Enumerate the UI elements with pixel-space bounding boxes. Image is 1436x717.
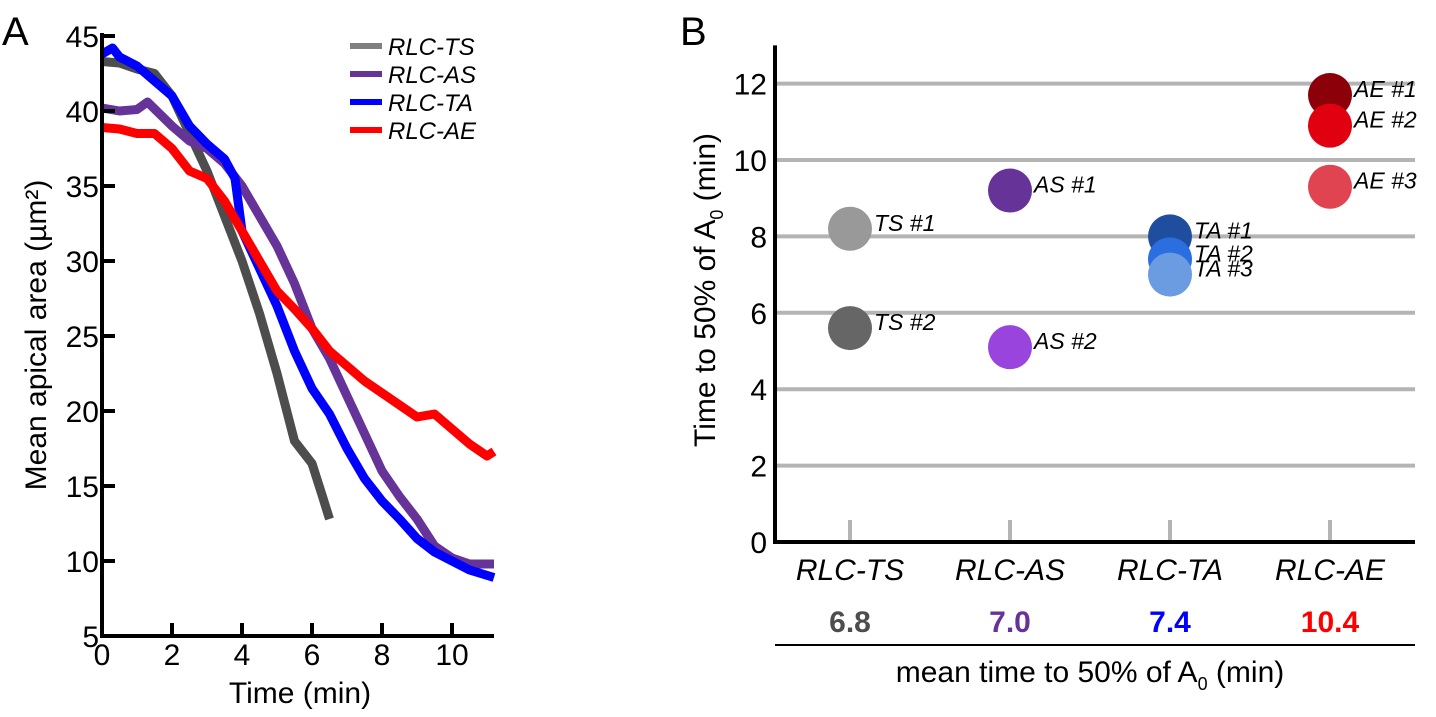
x-tick-label: 10 — [435, 639, 468, 672]
panel-a-axes: 5 10 15 20 25 30 35 40 45 0 2 4 6 8 10 — [66, 21, 494, 672]
y-tick-label: 25 — [66, 321, 99, 354]
data-point — [1308, 164, 1352, 209]
panel-letter-b: B — [680, 10, 707, 54]
panel-b-points: TS #1 TS #2 AS #1 AS #2 TA #1TA #2TA #3 AE #1… — [828, 73, 1417, 370]
series-line-rlc-ta — [99, 43, 496, 582]
panel-a-y-axis-title: Mean apical area (µm²) — [20, 180, 53, 491]
legend-label: RLC-AS — [388, 62, 476, 89]
data-point-label: AS #2 — [1032, 328, 1097, 354]
legend-label: RLC-AE — [388, 118, 477, 145]
legend-label: RLC-TA — [388, 90, 473, 117]
y-tick-label: 4 — [750, 374, 767, 407]
data-point — [1148, 252, 1192, 297]
data-point-label: AS #1 — [1032, 172, 1097, 198]
data-point — [1308, 73, 1352, 118]
y-tick-label: 15 — [66, 471, 99, 504]
data-point-label: TA #1 — [1194, 217, 1253, 243]
data-point — [988, 325, 1032, 370]
y-tick-label: 10 — [66, 546, 99, 579]
y-tick-label: 5 — [82, 621, 99, 654]
panel-b-gridlines — [775, 81, 1415, 542]
y-tick-label: 35 — [66, 171, 99, 204]
data-point-label: AE #3 — [1352, 168, 1417, 194]
data-point-label: AE #1 — [1352, 76, 1417, 102]
legend-label: RLC-TS — [388, 34, 475, 61]
panel-a-series — [99, 43, 497, 582]
x-tick-label: 2 — [164, 639, 181, 672]
mean-value: 10.4 — [1301, 606, 1360, 639]
x-tick-label: 0 — [94, 639, 111, 672]
data-point-label: TS #2 — [874, 309, 936, 335]
y-tick-label: 45 — [66, 21, 99, 54]
panel-a-x-axis-title: Time (min) — [229, 677, 371, 710]
panel-b-footer-label: mean time to 50% of A0 (min) — [896, 656, 1285, 694]
mean-value: 7.0 — [989, 606, 1031, 639]
y-tick-label: 10 — [734, 145, 767, 178]
y-tick-label: 40 — [66, 96, 99, 129]
x-tick-label: 6 — [304, 639, 321, 672]
mean-value: 6.8 — [829, 606, 871, 639]
x-tick-label: 8 — [374, 639, 391, 672]
panel-letter-a: A — [2, 10, 29, 54]
category-label: RLC-TS — [796, 554, 904, 587]
y-tick-label: 20 — [66, 396, 99, 429]
category-label: RLC-AS — [955, 554, 1065, 587]
data-point — [1308, 103, 1352, 148]
data-point — [828, 206, 872, 251]
y-tick-label: 30 — [66, 246, 99, 279]
mean-value: 7.4 — [1149, 606, 1191, 639]
panel-b-means: 6.8 7.0 7.4 10.4 — [829, 606, 1359, 639]
data-point-label: TS #1 — [874, 210, 935, 236]
series-line-rlc-ae — [101, 123, 497, 461]
data-point-label: TA #2 — [1194, 240, 1253, 266]
panel-b-categories: RLC-TS RLC-AS RLC-TA RLC-AE — [796, 554, 1386, 587]
panel-b-axes: 0 2 4 6 8 10 12 — [734, 45, 1415, 560]
y-tick-label: 6 — [750, 298, 767, 331]
y-tick-label: 12 — [734, 69, 767, 102]
data-point-label: TA #3 — [1194, 256, 1253, 282]
y-tick-label: 2 — [750, 451, 767, 484]
panel-b-y-axis-title: Time to 50% of A0 (min) — [689, 133, 727, 447]
y-tick-label: 0 — [750, 527, 767, 560]
series-line-rlc-as — [101, 97, 494, 569]
data-point-label: AE #2 — [1352, 107, 1417, 133]
category-label: RLC-TA — [1117, 554, 1223, 587]
x-tick-label: 4 — [234, 639, 251, 672]
data-point — [828, 306, 872, 351]
data-point — [988, 168, 1032, 213]
category-label: RLC-AE — [1275, 554, 1386, 587]
y-tick-label: 8 — [750, 221, 767, 254]
